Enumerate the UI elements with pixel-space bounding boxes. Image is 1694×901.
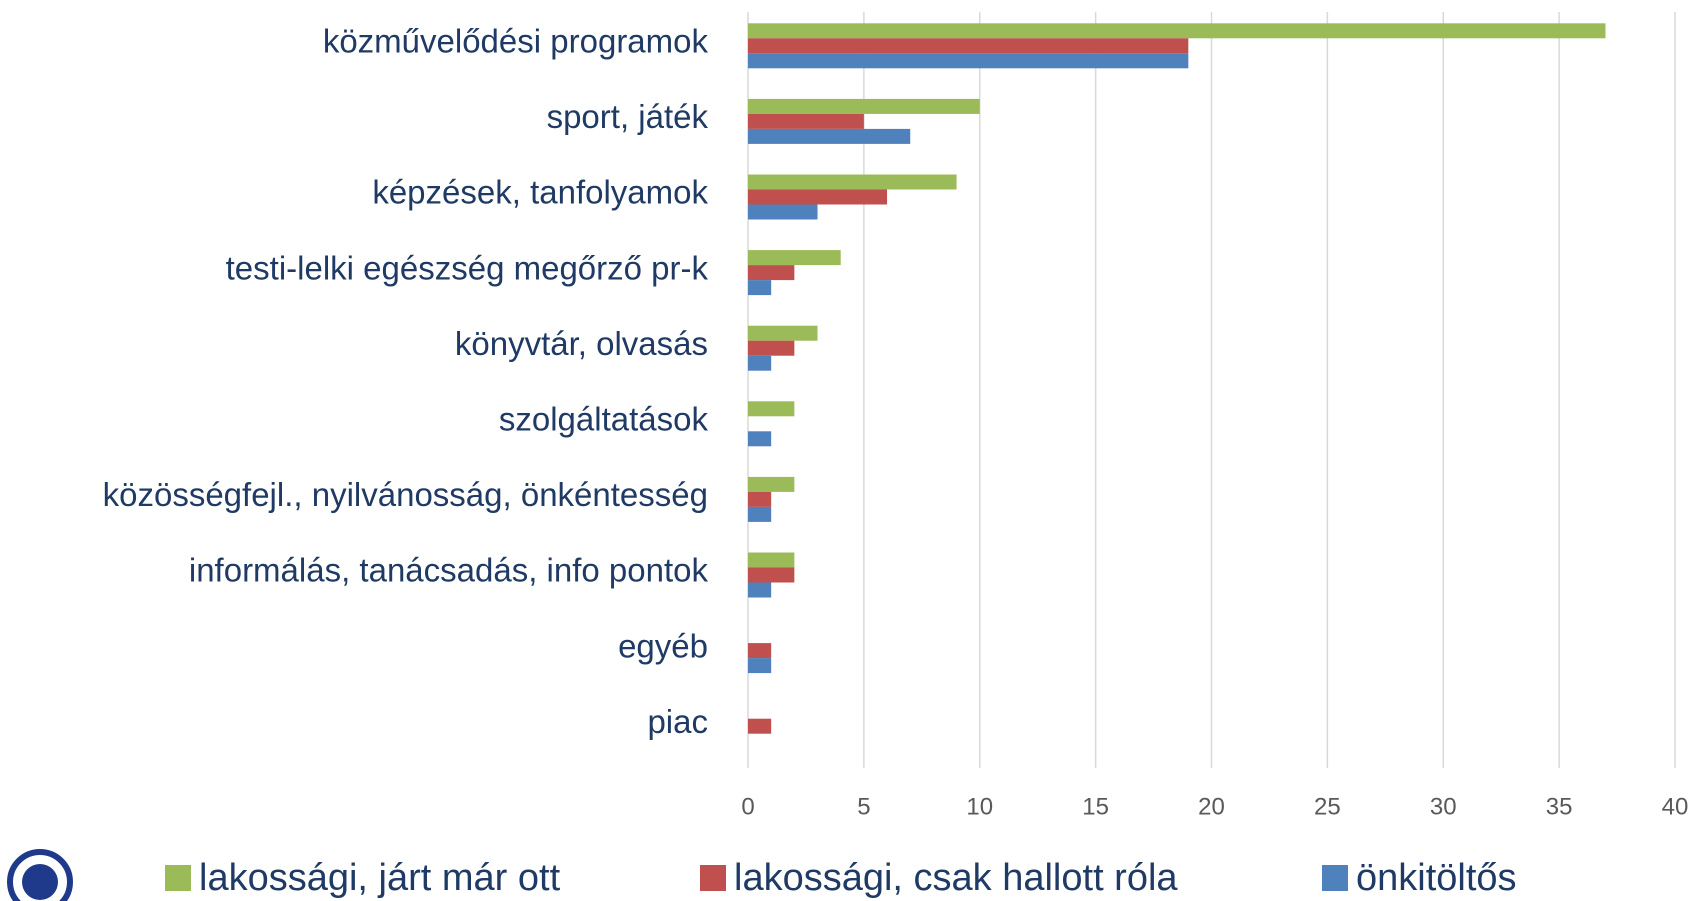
bar	[748, 401, 795, 417]
bar	[748, 718, 772, 734]
y-tick-label: informálás, tanácsadás, info pontok	[189, 552, 709, 589]
bar	[748, 325, 818, 341]
x-tick-label: 35	[1546, 793, 1573, 820]
bar	[748, 431, 772, 447]
x-tick-label: 0	[741, 793, 754, 820]
y-tick-label: könyvtár, olvasás	[455, 325, 708, 362]
bar	[748, 23, 1606, 39]
y-tick-label: testi-lelki egészség megőrző pr-k	[226, 249, 709, 286]
y-tick-label: képzések, tanfolyamok	[372, 174, 708, 211]
legend-label: lakossági, járt már ott	[199, 857, 561, 899]
bar	[748, 128, 911, 144]
bar	[748, 113, 864, 129]
bar	[748, 476, 795, 492]
bar	[748, 506, 772, 522]
y-tick-label: piac	[647, 703, 708, 740]
x-tick-label: 20	[1198, 793, 1225, 820]
bar	[748, 204, 818, 220]
bar	[748, 250, 841, 266]
legend-swatch	[165, 865, 191, 891]
bar	[748, 355, 772, 371]
x-tick-label: 30	[1430, 793, 1457, 820]
x-tick-label: 10	[966, 793, 993, 820]
bar	[748, 340, 795, 356]
x-tick-label: 25	[1314, 793, 1341, 820]
bar	[748, 174, 957, 190]
bar	[748, 53, 1189, 69]
bar	[748, 567, 795, 583]
x-tick-label: 40	[1662, 793, 1689, 820]
bar	[748, 552, 795, 568]
legend-label: lakossági, csak hallott róla	[734, 857, 1178, 899]
y-tick-label: közösségfejl., nyilvánosság, önkéntesség	[103, 476, 708, 513]
bar	[748, 280, 772, 296]
bar	[748, 658, 772, 674]
legend-label: önkitöltős	[1356, 857, 1517, 899]
logo	[7, 849, 73, 901]
legend-swatch	[700, 865, 726, 891]
bar	[748, 582, 772, 598]
bar	[748, 491, 772, 507]
bar	[748, 265, 795, 281]
y-tick-label: egyéb	[618, 627, 708, 664]
bar	[748, 38, 1189, 54]
x-tick-label: 15	[1082, 793, 1109, 820]
y-tick-label: közművelődési programok	[323, 23, 709, 60]
y-tick-label: szolgáltatások	[499, 401, 709, 438]
bar	[748, 98, 980, 114]
bar	[748, 189, 888, 205]
y-tick-label: sport, játék	[547, 98, 709, 135]
legend-swatch	[1322, 865, 1348, 891]
bar	[748, 643, 772, 659]
x-tick-label: 5	[857, 793, 870, 820]
